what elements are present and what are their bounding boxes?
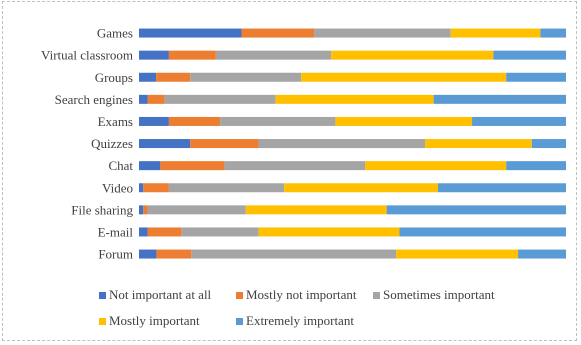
bar-segment-search-engines-not-important-at-all [139,94,148,104]
bar-segment-file-sharing-mostly-not-important [143,205,148,215]
bar-segment-quizzes-mostly-not-important [190,139,259,149]
bar-segment-virtual-classroom-mostly-not-important [168,50,216,60]
bar-segment-virtual-classroom-extremely-important [493,50,566,60]
bar-segment-quizzes-sometimes-important [258,139,426,149]
bar-segment-forum-mostly-not-important [156,249,192,259]
category-label-quizzes: Quizzes [91,136,133,151]
bar-segment-forum-extremely-important [518,249,566,259]
bar-segment-exams-extremely-important [472,116,566,126]
category-label-exams: Exams [98,114,133,129]
bar-segment-quizzes-mostly-important [425,139,532,149]
legend-swatch-not-important-at-all [99,292,106,299]
legend: Not important at all Mostly not important… [99,287,495,328]
legend-label-extremely-important: Extremely important [246,313,354,328]
category-label-virtual-classroom: Virtual classroom [41,48,133,63]
bar-segment-games-extremely-important [540,28,566,38]
bar-segment-virtual-classroom-mostly-important [331,50,494,60]
bar-segment-virtual-classroom-sometimes-important [215,50,332,60]
bar-segment-quizzes-extremely-important [531,139,566,149]
bar-segment-video-mostly-not-important [143,183,169,193]
bar-segment-video-not-important-at-all [139,183,144,193]
bar-segment-search-engines-extremely-important [433,94,566,104]
bar-segment-chat-mostly-not-important [160,161,225,171]
legend-label-not-important-at-all: Not important at all [109,287,212,302]
bar-segment-video-extremely-important [437,183,566,193]
bar-segment-groups-sometimes-important [190,72,302,82]
legend-label-mostly-not-important: Mostly not important [246,287,357,302]
category-label-groups: Groups [95,70,133,85]
bar-segment-virtual-classroom-not-important-at-all [139,50,169,60]
category-label-file-sharing: File sharing [71,202,133,217]
bar-segment-search-engines-sometimes-important [164,94,276,104]
legend-label-sometimes-important: Sometimes important [383,287,495,302]
bar-segment-video-mostly-important [284,183,438,193]
bar-segment-exams-sometimes-important [220,116,336,126]
bar-segment-video-sometimes-important [168,183,285,193]
bar-segment-e-mail-mostly-important [258,227,400,237]
bar-segment-forum-sometimes-important [191,249,397,259]
legend-swatch-mostly-not-important [236,292,243,299]
bar-segment-file-sharing-sometimes-important [147,205,246,215]
category-label-e-mail: E-mail [98,224,134,239]
category-label-games: Games [97,26,133,41]
bar-segment-games-mostly-important [450,28,541,38]
bar-segment-exams-mostly-important [335,116,473,126]
bar-segment-groups-mostly-important [301,72,507,82]
bar-segment-exams-mostly-not-important [168,116,221,126]
category-label-search-engines: Search engines [55,92,133,107]
legend-swatch-mostly-important [99,318,106,325]
bar-segment-e-mail-extremely-important [399,227,566,237]
legend-label-mostly-important: Mostly important [109,313,200,328]
bar-segment-e-mail-sometimes-important [181,227,259,237]
bar-segment-file-sharing-extremely-important [386,205,566,215]
legend-swatch-sometimes-important [373,292,380,299]
category-label-chat: Chat [108,158,133,173]
bar-segment-groups-extremely-important [506,72,566,82]
bar-segment-search-engines-mostly-important [275,94,434,104]
chart-frame [2,1,577,341]
bar-segment-quizzes-not-important-at-all [139,139,191,149]
bar-segment-e-mail-not-important-at-all [139,227,148,237]
bar-segment-groups-mostly-not-important [156,72,191,82]
bar-segment-file-sharing-mostly-important [245,205,387,215]
bar-segment-file-sharing-not-important-at-all [139,205,144,215]
bar-segment-groups-not-important-at-all [139,72,157,82]
category-label-video: Video [102,180,133,195]
bar-segment-chat-mostly-important [365,161,507,171]
bar-segment-e-mail-mostly-not-important [147,227,182,237]
bar-segment-search-engines-mostly-not-important [147,94,165,104]
category-labels: Games Virtual classroom Groups Search engin… [41,26,134,262]
bar-segment-exams-not-important-at-all [139,116,169,126]
bar-segment-chat-extremely-important [506,161,566,171]
bar-segment-games-mostly-not-important [241,28,315,38]
legend-swatch-extremely-important [236,318,243,325]
bar-segment-games-sometimes-important [314,28,451,38]
bar-segment-chat-not-important-at-all [139,161,161,171]
bar-segment-chat-sometimes-important [224,161,366,171]
category-label-forum: Forum [98,247,133,262]
bar-segment-forum-not-important-at-all [139,249,157,259]
bar-segment-forum-mostly-important [396,249,519,259]
plot-area [139,28,566,259]
bar-segment-games-not-important-at-all [139,28,242,38]
